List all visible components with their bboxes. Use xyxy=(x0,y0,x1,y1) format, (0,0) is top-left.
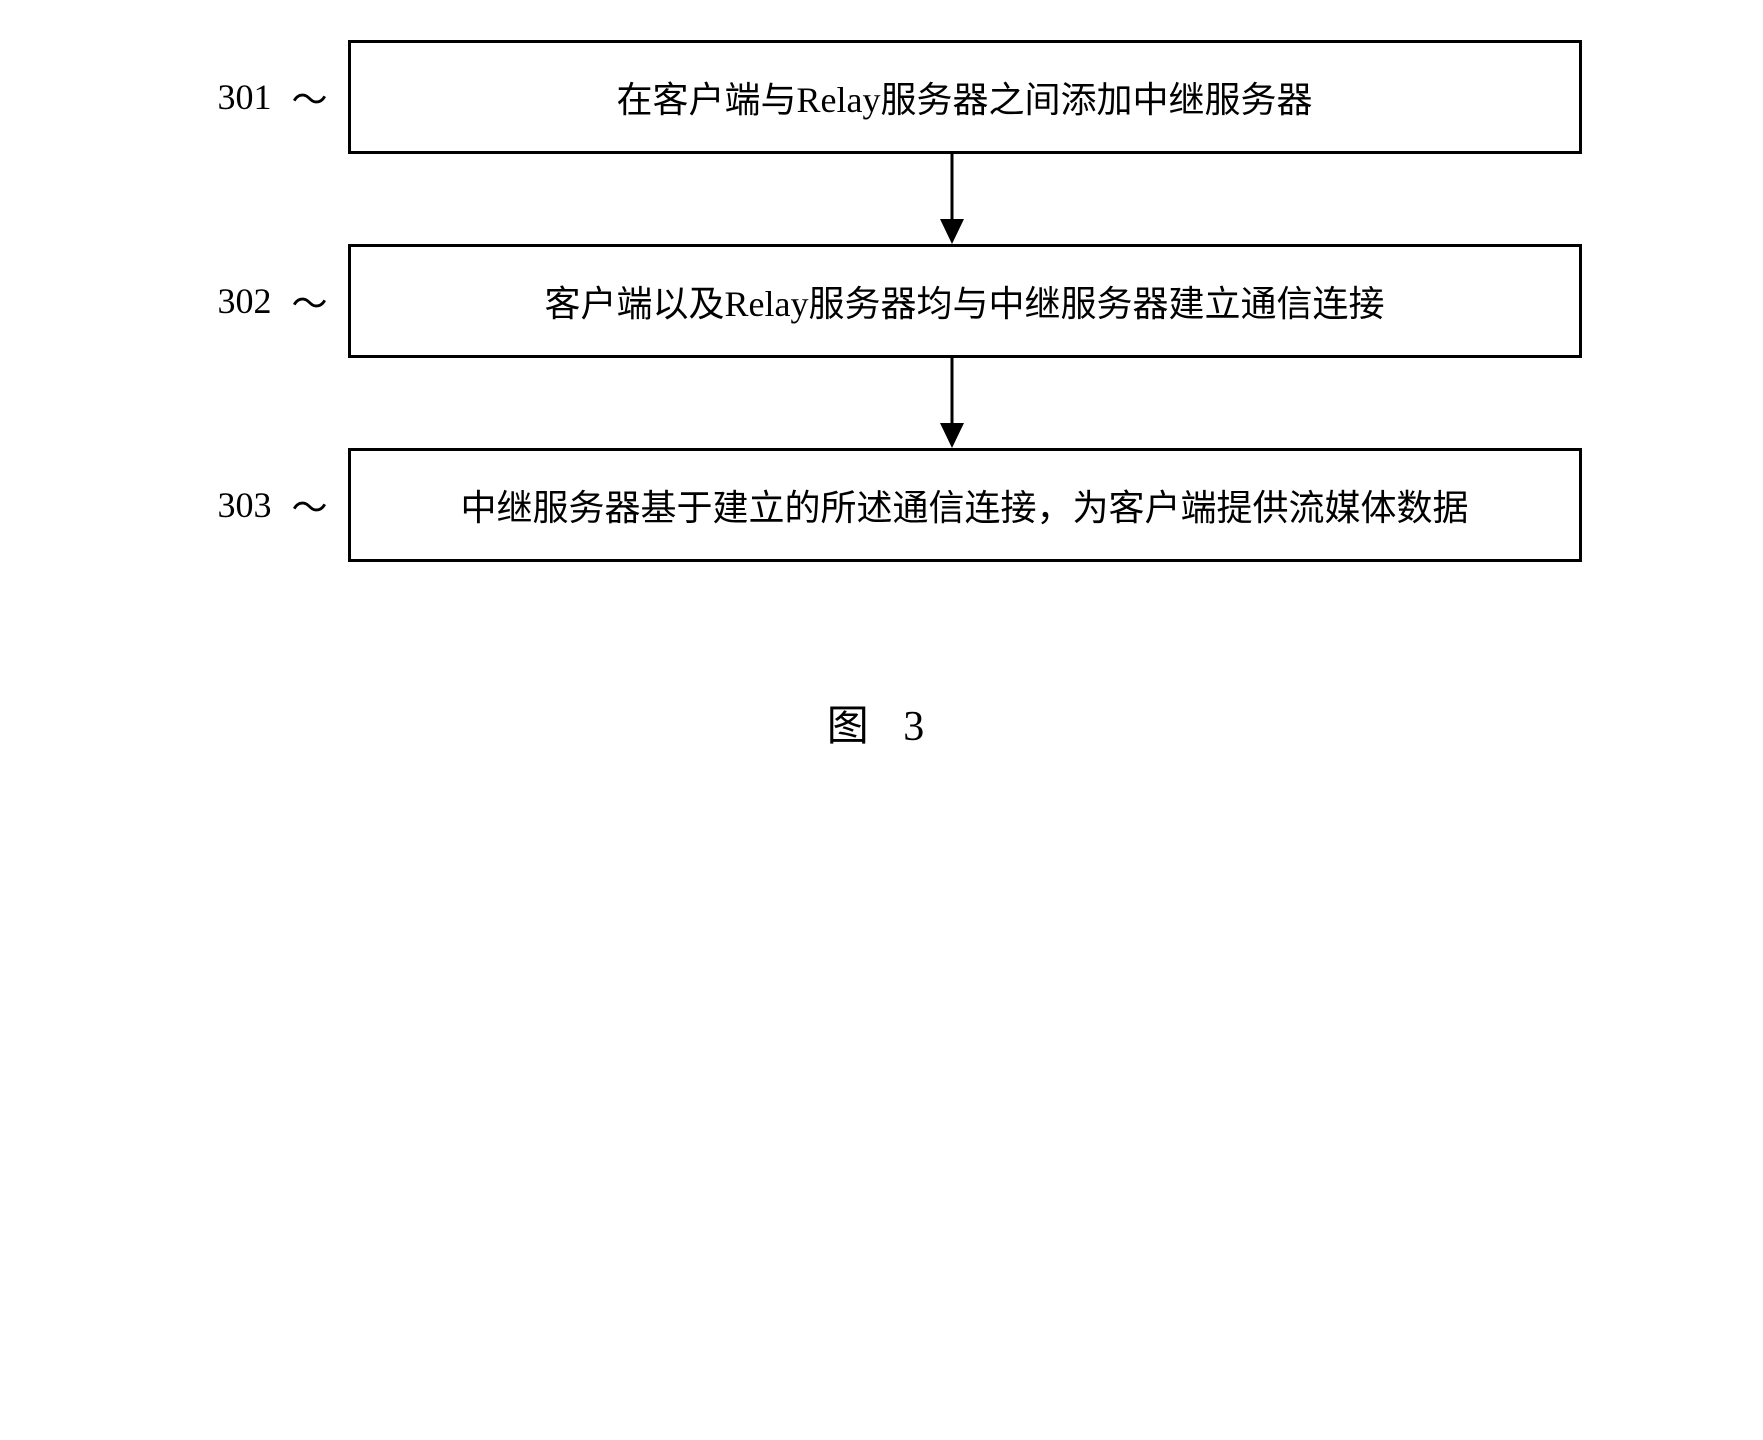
tilde-2: ～ xyxy=(292,275,328,327)
step-box-3: 中继服务器基于建立的所述通信连接，为客户端提供流媒体数据 xyxy=(348,448,1582,562)
arrow-down-icon xyxy=(932,358,972,448)
step-number-2: 302 xyxy=(182,280,272,322)
arrow-down-icon xyxy=(932,154,972,244)
flowchart-diagram: 301 ～ 在客户端与Relay服务器之间添加中继服务器 302 ～ 客户端以及… xyxy=(182,40,1582,753)
step-box-1: 在客户端与Relay服务器之间添加中继服务器 xyxy=(348,40,1582,154)
tilde-3: ～ xyxy=(292,479,328,531)
step-row-3: 303 ～ 中继服务器基于建立的所述通信连接，为客户端提供流媒体数据 xyxy=(182,448,1582,562)
arrow-2-container xyxy=(322,358,1582,448)
step-row-2: 302 ～ 客户端以及Relay服务器均与中继服务器建立通信连接 xyxy=(182,244,1582,358)
step-number-1: 301 xyxy=(182,76,272,118)
tilde-1: ～ xyxy=(292,71,328,123)
step-number-3: 303 xyxy=(182,484,272,526)
figure-caption: 图 3 xyxy=(182,692,1582,753)
step-row-1: 301 ～ 在客户端与Relay服务器之间添加中继服务器 xyxy=(182,40,1582,154)
step-box-2: 客户端以及Relay服务器均与中继服务器建立通信连接 xyxy=(348,244,1582,358)
arrow-1-container xyxy=(322,154,1582,244)
